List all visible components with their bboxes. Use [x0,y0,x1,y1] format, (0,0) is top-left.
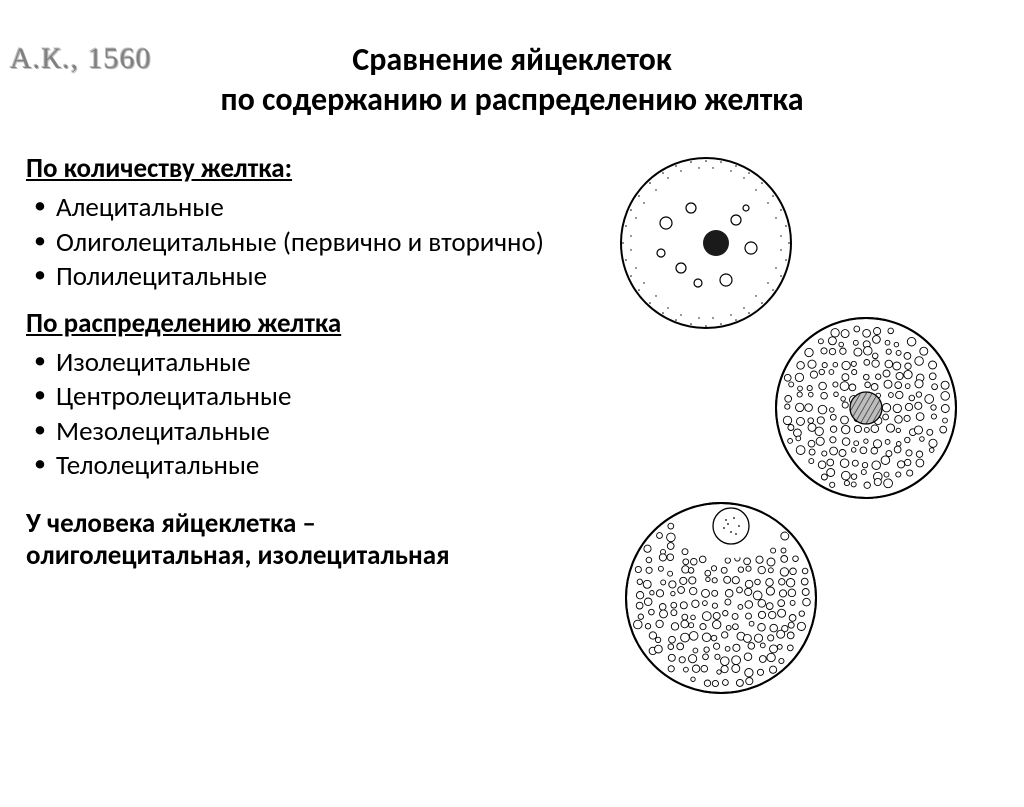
section2-heading: По распределению желтка [26,307,586,340]
title-line-2: по содержанию и распределению желтка [220,80,803,119]
conclusion-line-1: У человека яйцеклетка – [26,507,316,540]
title-line-1: Сравнение яйцеклеток [352,40,671,79]
section2-list: Изолецитальные Центролецитальные Мезолец… [26,346,586,484]
conclusion-text: У человека яйцеклетка – олиголецитальная… [26,508,586,573]
section1-list: Алецитальные Олиголецитальные (первично … [26,191,586,295]
list-item: Алецитальные [26,191,586,226]
list-item: Олиголецитальные (первично и вторично) [26,226,586,261]
conclusion-line-2: олиголецитальная, изолецитальная [26,539,450,572]
text-column: По количеству желтка: Алецитальные Олиго… [26,148,586,713]
cell-telolecithal [626,503,816,693]
list-item: Телолецитальные [26,449,586,484]
list-item: Полилецитальные [26,260,586,295]
page-title: Сравнение яйцеклеток по содержанию и рас… [0,40,1024,120]
section1-heading: По количеству желтка: [26,152,586,185]
watermark-text: А.К., 1560 [10,42,152,76]
list-item: Центролецитальные [26,380,586,415]
diagram-column [586,148,1006,713]
list-item: Изолецитальные [26,346,586,381]
content-row: По количеству желтка: Алецитальные Олиго… [0,148,1024,713]
cell-isolecithal [776,318,956,498]
egg-cells-diagram [586,148,1006,708]
cell-oligolecithal [621,158,791,328]
list-item: Мезолецитальные [26,415,586,450]
